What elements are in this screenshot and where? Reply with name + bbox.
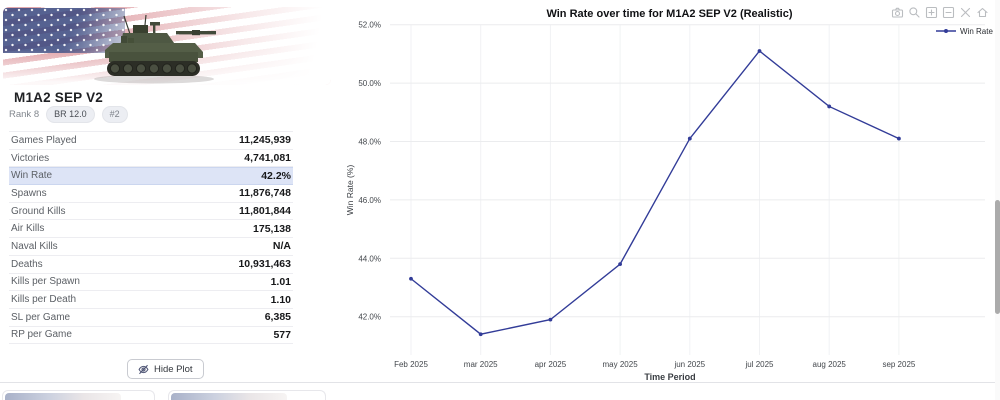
data-point[interactable]	[897, 136, 901, 141]
legend-label[interactable]: Win Rate	[960, 27, 993, 36]
stat-label: Ground Kills	[11, 205, 66, 217]
tank-image	[94, 14, 216, 84]
stat-value: 11,245,939	[239, 134, 291, 147]
reset-axes-icon[interactable]	[976, 6, 989, 19]
hide-plot-button[interactable]: Hide Plot	[127, 359, 204, 379]
x-tick-label: may 2025	[603, 360, 639, 369]
eye-off-icon	[138, 364, 149, 374]
table-row[interactable]: Air Kills 175,138	[9, 220, 293, 239]
camera-icon[interactable]	[891, 6, 904, 19]
zoom-icon[interactable]	[908, 6, 921, 19]
table-row[interactable]: Kills per Death 1.10	[9, 291, 293, 309]
zoom-in-icon[interactable]	[925, 6, 938, 19]
zoom-out-icon[interactable]	[942, 6, 955, 19]
vehicle-card-fragment[interactable]	[2, 390, 155, 400]
data-point[interactable]	[827, 104, 832, 109]
data-point[interactable]	[757, 49, 762, 53]
hide-plot-label: Hide Plot	[154, 363, 193, 375]
table-row[interactable]: RP per Game 577	[9, 327, 293, 345]
scrollbar[interactable]	[995, 200, 1000, 314]
autoscale-icon[interactable]	[959, 6, 972, 19]
x-tick-label: mar 2025	[464, 360, 498, 369]
table-row[interactable]: Ground Kills 11,801,844	[9, 203, 293, 221]
y-tick-label: 44.0%	[358, 254, 381, 263]
x-tick-label: aug 2025	[813, 360, 847, 369]
stat-value: 11,876,748	[239, 187, 291, 200]
flag-thumbnail	[171, 393, 287, 400]
vehicle-image	[3, 7, 331, 85]
table-row[interactable]: Naval Kills N/A	[9, 238, 293, 256]
x-tick-label: jun 2025	[673, 360, 705, 369]
position-badge: #2	[101, 106, 128, 123]
table-row[interactable]: Win Rate 42.2%	[9, 167, 293, 186]
stat-label: Air Kills	[11, 223, 45, 235]
winrate-line	[410, 49, 900, 335]
stat-label: Kills per Death	[11, 294, 77, 306]
y-tick-label: 46.0%	[358, 196, 381, 205]
table-row[interactable]: Games Played 11,245,939	[9, 132, 293, 150]
stat-value: 42.2%	[261, 169, 291, 182]
y-axis-title: Win Rate (%)	[345, 165, 355, 216]
stat-label: RP per Game	[11, 329, 72, 341]
stat-label: Kills per Spawn	[11, 276, 80, 288]
data-point[interactable]	[687, 136, 692, 141]
stat-value: 1.10	[270, 293, 291, 306]
stat-label: Deaths	[11, 258, 43, 270]
x-tick-label: sep 2025	[882, 360, 915, 369]
table-row[interactable]: Deaths 10,931,463	[9, 256, 293, 274]
stat-label: Victories	[11, 152, 50, 164]
stat-value: 6,385	[264, 311, 291, 324]
vehicle-detail-card: M1A2 SEP V2 Rank 8 BR 12.0 #2 Games Play…	[0, 0, 999, 383]
stat-value: N/A	[272, 240, 291, 253]
x-tick-label: jul 2025	[744, 360, 774, 369]
table-row[interactable]: Kills per Spawn 1.01	[9, 274, 293, 292]
rank-label: Rank 8	[9, 109, 40, 120]
legend-marker	[944, 29, 948, 33]
table-row[interactable]: Victories 4,741,081	[9, 150, 293, 168]
vehicle-card-fragment[interactable]	[168, 390, 326, 400]
y-tick-label: 52.0%	[358, 21, 381, 30]
stat-label: Naval Kills	[11, 240, 58, 252]
page-title: M1A2 SEP V2	[14, 90, 103, 105]
badge-row: Rank 8 BR 12.0 #2	[9, 106, 128, 123]
data-point[interactable]	[478, 332, 483, 337]
br-badge: BR 12.0	[46, 106, 95, 123]
stat-label: Games Played	[11, 134, 77, 146]
stat-value: 10,931,463	[238, 258, 291, 271]
stat-value: 4,741,081	[244, 152, 291, 165]
stat-label: Spawns	[11, 187, 47, 199]
chart-title: Win Rate over time for M1A2 SEP V2 (Real…	[546, 8, 793, 20]
data-point[interactable]	[618, 262, 622, 267]
y-tick-label: 48.0%	[358, 138, 381, 147]
table-row[interactable]: SL per Game 6,385	[9, 309, 293, 327]
stat-value: 577	[273, 328, 291, 341]
stat-label: Win Rate	[11, 170, 53, 182]
vehicle-panel: M1A2 SEP V2 Rank 8 BR 12.0 #2 Games Play…	[0, 0, 332, 383]
data-point[interactable]	[409, 276, 413, 281]
x-axis-title: Time Period	[644, 372, 695, 382]
data-point[interactable]	[548, 317, 553, 322]
table-row[interactable]: Spawns 11,876,748	[9, 185, 293, 203]
stat-value: 11,801,844	[239, 205, 291, 218]
x-tick-label: Feb 2025	[394, 360, 428, 369]
stat-value: 175,138	[253, 222, 291, 235]
y-tick-label: 50.0%	[358, 79, 381, 88]
winrate-chart[interactable]: 42.0% 44.0% 46.0% 48.0% 50.0% 52.0% Win Rate (…	[340, 0, 999, 383]
stats-table: Games Played 11,245,939 Victories 4,741,081…	[9, 131, 293, 345]
y-tick-label: 42.0%	[358, 313, 381, 322]
x-tick-label: apr 2025	[535, 360, 567, 369]
stat-value: 1.01	[270, 275, 291, 288]
chart-modebar	[891, 6, 989, 19]
flag-thumbnail	[5, 393, 121, 400]
winrate-chart-panel: Win Rate over time for M1A2 SEP V2 (Real…	[340, 0, 999, 383]
stat-label: SL per Game	[11, 311, 71, 323]
